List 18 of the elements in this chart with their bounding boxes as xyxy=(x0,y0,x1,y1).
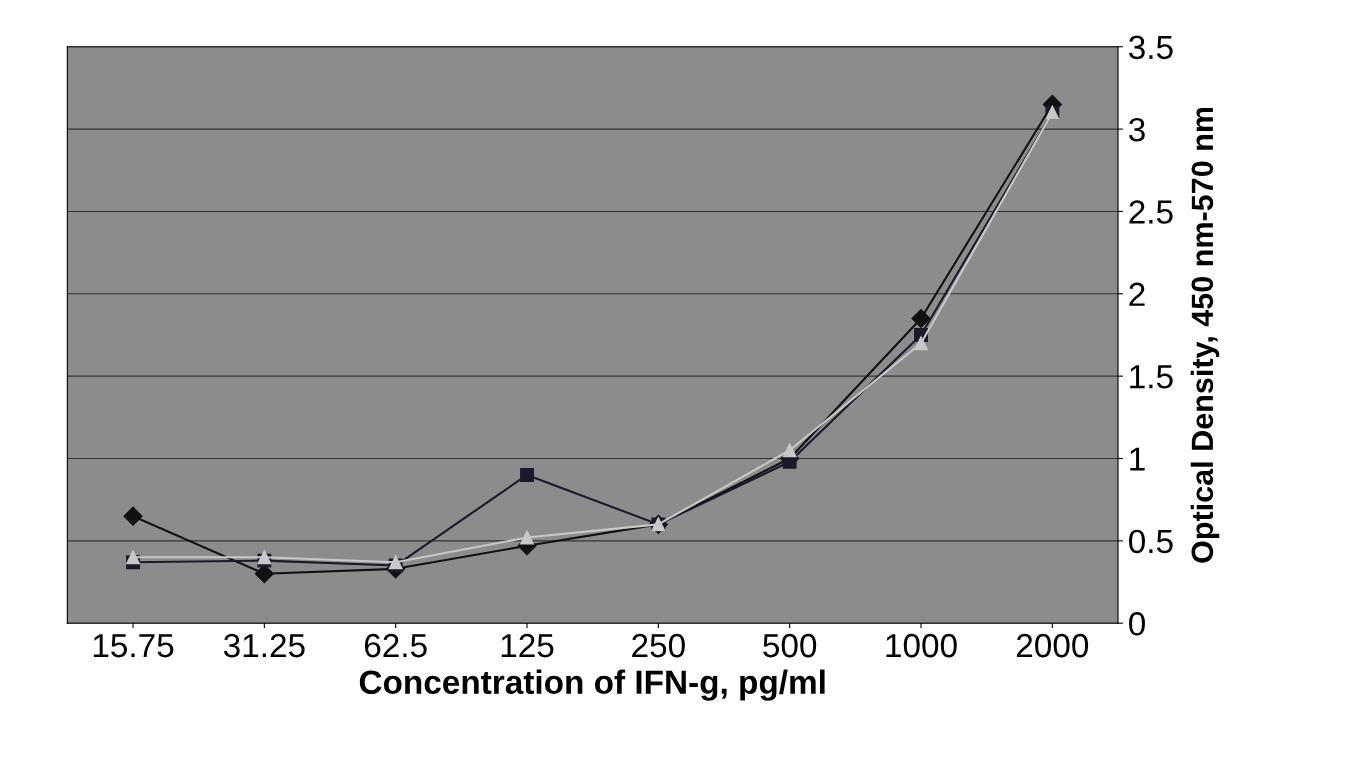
x-tick-label: 62.5 xyxy=(364,633,427,658)
y-tick-label: 0 xyxy=(1129,612,1145,636)
y-tick-label: 3 xyxy=(1129,117,1145,142)
x-axis-title: Concentration of IFN-g, pg/ml xyxy=(359,669,825,701)
x-tick-label: 125 xyxy=(501,633,554,658)
y-tick-label: 3.5 xyxy=(1129,35,1173,60)
x-tick-label: 2000 xyxy=(1016,633,1089,658)
y-tick-label: 2.5 xyxy=(1129,200,1173,224)
x-tick-label: 500 xyxy=(763,633,817,658)
y-tick-label: 0.5 xyxy=(1129,529,1173,554)
y-tick-label: 1.5 xyxy=(1130,365,1173,389)
x-tick-label: 15.75 xyxy=(93,634,174,658)
x-tick-label: 1000 xyxy=(886,633,957,658)
y-axis-title: Optical Density, 450 nm-570 nm xyxy=(1190,107,1220,563)
y-tick-label: 1 xyxy=(1130,447,1145,471)
x-tick-label: 250 xyxy=(632,633,685,658)
y-tick-label: 2 xyxy=(1129,282,1145,306)
x-tick-label: 31.25 xyxy=(223,633,305,658)
